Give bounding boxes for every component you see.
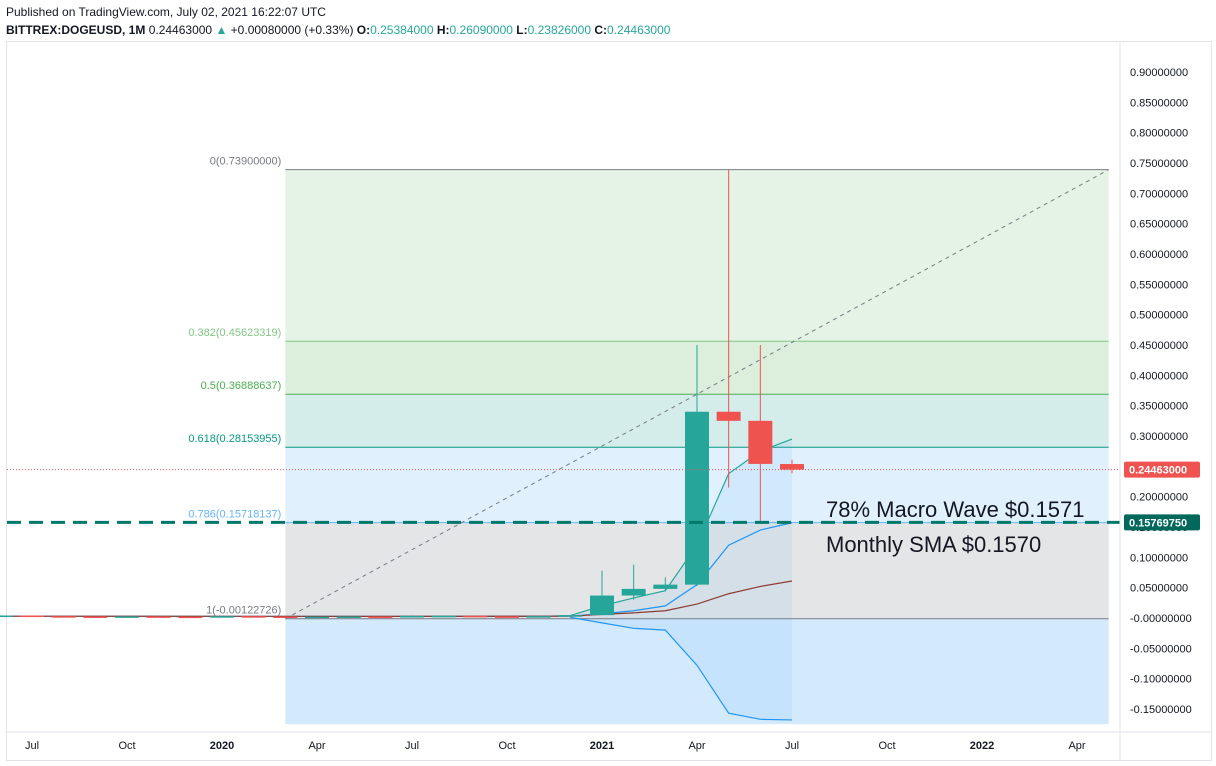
price-tick-label: 0.35000000	[1130, 401, 1188, 413]
candle-body[interactable]	[526, 616, 551, 618]
up-arrow-icon: ▲	[215, 23, 228, 37]
price-tick-label: 0.65000000	[1130, 219, 1188, 231]
last-price-badge[interactable]	[1124, 461, 1200, 478]
time-tick-label: Oct	[118, 740, 135, 752]
annotation-macro-wave[interactable]: 78% Macro Wave $0.1571	[826, 497, 1084, 522]
time-tick-label: 2021	[590, 740, 614, 752]
change-value: +0.00080000 (+0.33%)	[230, 23, 354, 37]
candle-body[interactable]	[336, 616, 361, 618]
candle-body[interactable]	[115, 616, 139, 618]
time-tick-label: Jul	[25, 740, 39, 752]
time-tick-label: Oct	[498, 740, 515, 752]
fib-level-label: 0.382(0.45623319)	[188, 327, 281, 339]
candle-body[interactable]	[83, 616, 108, 618]
time-tick-label: Jul	[785, 740, 799, 752]
high-value: 0.26090000	[449, 23, 513, 37]
price-tick-label: -0.05000000	[1130, 643, 1192, 655]
price-tick-label: 0.75000000	[1130, 158, 1188, 170]
time-tick-label: 2022	[970, 740, 994, 752]
time-tick-label: Apr	[308, 740, 325, 752]
candles[interactable]	[0, 169, 804, 619]
fib-level-label: 0.618(0.28153955)	[188, 433, 281, 445]
fib-level-label: 1(-0.00122726)	[206, 605, 281, 617]
candle-body[interactable]	[653, 584, 678, 589]
candle-body[interactable]	[748, 420, 773, 464]
open-value: 0.25384000	[370, 23, 434, 37]
candle-body[interactable]	[558, 615, 583, 617]
price-tick-label: 0.85000000	[1130, 97, 1188, 109]
level-price-badge-label: 0.15769750	[1129, 517, 1187, 529]
price-tick-label: 0.55000000	[1130, 279, 1188, 291]
symbol-legend: BITTREX:DOGEUSD, 1M 0.24463000 ▲ +0.0008…	[6, 23, 670, 37]
price-tick-label: 0.05000000	[1130, 583, 1188, 595]
candle-body[interactable]	[621, 588, 646, 596]
time-tick-label: 2020	[210, 740, 234, 752]
candle-body[interactable]	[685, 411, 709, 585]
candle-body[interactable]	[400, 615, 424, 618]
candle-body[interactable]	[273, 616, 298, 618]
indicator-line	[570, 616, 793, 721]
candle-body[interactable]	[716, 411, 741, 421]
annotation-monthly-sma[interactable]: Monthly SMA $0.1570	[826, 532, 1041, 557]
price-tick-label: 0.60000000	[1130, 249, 1188, 261]
low-label: L:	[516, 23, 528, 37]
candle-body[interactable]	[780, 464, 804, 470]
time-tick-label: Apr	[688, 740, 705, 752]
fib-zone	[285, 169, 1109, 342]
price-tick-label: -0.10000000	[1130, 674, 1192, 686]
candle-body[interactable]	[51, 616, 76, 618]
candle-body[interactable]	[146, 616, 171, 618]
fib-retracement[interactable]: 0(0.73900000) 0.382(0.45623319) 0.5(0.3688…	[188, 156, 1109, 725]
fib-zone	[285, 618, 1109, 725]
fib-level-label: 0.5(0.36888637)	[201, 380, 282, 392]
candle-body[interactable]	[431, 615, 456, 618]
candle-body[interactable]	[495, 616, 519, 618]
close-label: C:	[594, 23, 608, 37]
price-tick-label: 0.80000000	[1130, 128, 1188, 140]
price-tick-label: 0.40000000	[1130, 370, 1188, 382]
candle-body[interactable]	[241, 616, 266, 618]
price-tick-label: 0.45000000	[1130, 340, 1188, 352]
price-tick-label: 0.70000000	[1130, 188, 1188, 200]
price-tick-label: 0.20000000	[1130, 492, 1188, 504]
axes[interactable]: 0.90000000 0.85000000 0.80000000 0.75000000…	[7, 42, 1211, 761]
candle-body[interactable]	[368, 616, 393, 618]
time-tick-label: Apr	[1068, 740, 1085, 752]
candle-body[interactable]	[463, 615, 488, 618]
candle-body[interactable]	[590, 595, 614, 616]
price-tick-label: 0.30000000	[1130, 431, 1188, 443]
published-caption: Published on TradingView.com, July 02, 2…	[6, 5, 326, 19]
candle-body[interactable]	[20, 615, 44, 618]
time-tick-label: Oct	[878, 740, 895, 752]
price-tick-label: 0.90000000	[1130, 67, 1188, 79]
open-label: O:	[356, 23, 371, 37]
level-price-badge[interactable]	[1124, 514, 1200, 531]
fib-level-label: 0(0.73900000)	[210, 156, 282, 168]
price-tick-label: -0.15000000	[1130, 704, 1192, 716]
symbol-name[interactable]: BITTREX:DOGEUSD, 1M	[6, 23, 146, 37]
last-price-legend: 0.24463000	[148, 23, 213, 37]
time-tick-label: Jul	[405, 740, 419, 752]
band-fill	[475, 439, 792, 720]
candle-body[interactable]	[178, 616, 203, 619]
band-area	[475, 439, 792, 720]
high-label: H:	[436, 23, 450, 37]
candle-body[interactable]	[0, 615, 13, 618]
price-tick-label: 0.50000000	[1130, 310, 1188, 322]
price-tick-label: 0.10000000	[1130, 552, 1188, 564]
candle-body[interactable]	[305, 616, 329, 619]
low-value: 0.23826000	[527, 23, 592, 37]
price-tick-label: -0.00000000	[1130, 613, 1192, 625]
candle-body[interactable]	[210, 616, 234, 618]
fib-level-label: 0.786(0.15718137)	[188, 509, 281, 521]
last-price-badge-label: 0.24463000	[1129, 465, 1187, 477]
chart-frame	[6, 41, 1212, 761]
level-lines	[7, 469, 1120, 524]
close-value: 0.24463000	[607, 23, 671, 37]
